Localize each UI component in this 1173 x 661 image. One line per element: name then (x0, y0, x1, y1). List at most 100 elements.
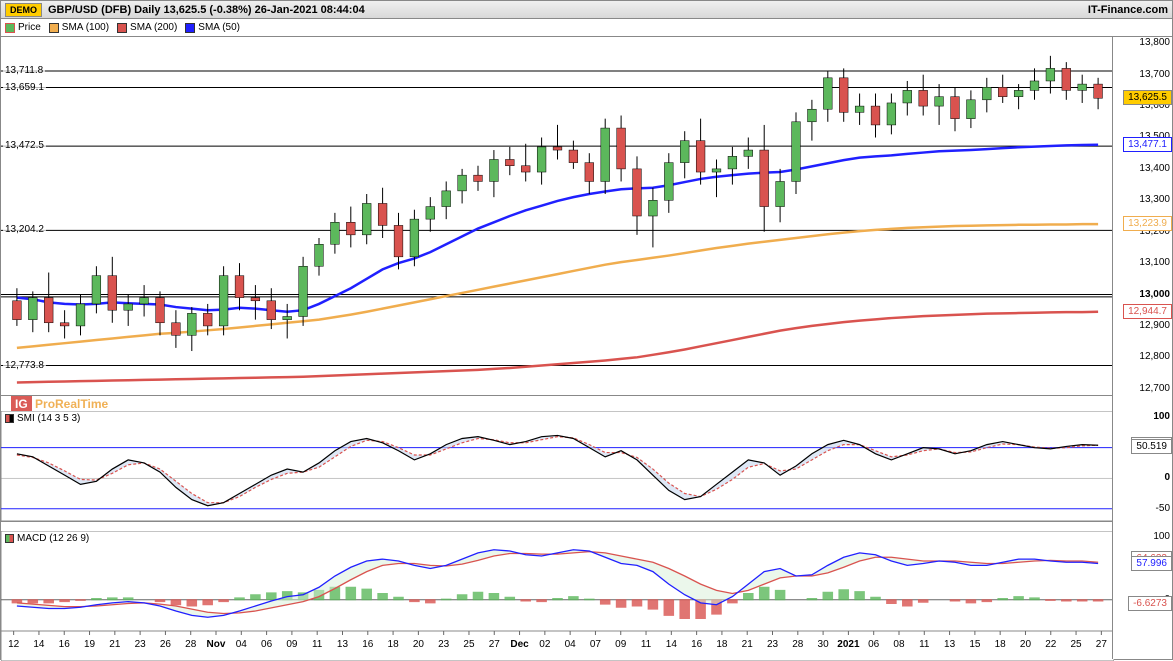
smi-label: SMI (14 3 5 3) (5, 413, 80, 424)
watermark-row: IG ProRealTime (1, 395, 1112, 411)
price-swatch (5, 23, 15, 33)
y-tick-label: 12,700 (1139, 383, 1170, 394)
svg-text:09: 09 (286, 639, 298, 650)
macd-label: MACD (12 26 9) (5, 533, 89, 544)
svg-text:Nov: Nov (207, 639, 226, 650)
y-tick-label: 13,400 (1139, 163, 1170, 174)
macd-swatch (5, 534, 14, 543)
smi-swatch (5, 414, 14, 423)
svg-text:13: 13 (944, 639, 956, 650)
prorealtime-text: ProRealTime (35, 397, 108, 411)
smi-panel[interactable]: SMI (14 3 5 3) (1, 411, 1112, 521)
price-hline-label: 12,773.8 (3, 360, 46, 371)
svg-text:21: 21 (742, 639, 754, 650)
svg-text:25: 25 (463, 639, 475, 650)
y-tick-label: 13,800 (1139, 37, 1170, 48)
price-hline-label: 13,204.2 (3, 224, 46, 235)
y-tick-label: 13,700 (1139, 69, 1170, 80)
macd-panel[interactable]: MACD (12 26 9) (1, 531, 1112, 631)
legend-sma100[interactable]: SMA (100) (49, 22, 109, 33)
svg-text:06: 06 (261, 639, 273, 650)
price-hline-label: 13,711.8 (3, 65, 45, 76)
svg-text:28: 28 (792, 639, 804, 650)
price-value-box: 13,625.5 (1123, 90, 1172, 105)
x-axis: 12 14 16 19 21 23 26 28 Nov 04 06 09 11 13 16 18 20 23 25 2… (1, 631, 1112, 661)
svg-text:02: 02 (539, 639, 551, 650)
svg-text:30: 30 (818, 639, 830, 650)
price-value-box: 13,223.9 (1123, 216, 1172, 231)
svg-text:25: 25 (1070, 639, 1082, 650)
svg-text:12: 12 (8, 639, 20, 650)
svg-text:2021: 2021 (837, 639, 860, 650)
svg-text:08: 08 (893, 639, 905, 650)
legend-sma200-label: SMA (200) (130, 22, 177, 33)
panel-divider (1, 521, 1112, 531)
price-panel[interactable]: 13,711.8 13,659.1 13,472.5 13,204.2 12,773.8 (1, 37, 1112, 395)
svg-text:11: 11 (641, 639, 652, 650)
header-bar: DEMO GBP/USD (DFB) Daily 13,625.5 (-0.38… (1, 1, 1172, 19)
chart-title: GBP/USD (DFB) Daily 13,625.5 (-0.38%) 26… (48, 4, 365, 16)
svg-text:16: 16 (59, 639, 71, 650)
svg-text:16: 16 (362, 639, 374, 650)
svg-text:11: 11 (312, 639, 323, 650)
svg-text:04: 04 (565, 639, 577, 650)
y-tick-label: 12,800 (1139, 351, 1170, 362)
svg-text:26: 26 (160, 639, 172, 650)
svg-text:18: 18 (995, 639, 1007, 650)
svg-text:Dec: Dec (510, 639, 529, 650)
svg-text:22: 22 (1045, 639, 1057, 650)
svg-text:04: 04 (236, 639, 248, 650)
svg-text:28: 28 (185, 639, 197, 650)
price-hline-label: 13,472.5 (3, 140, 46, 151)
svg-text:15: 15 (969, 639, 981, 650)
y-tick-label: 13,100 (1139, 257, 1170, 268)
svg-text:18: 18 (388, 639, 400, 650)
svg-text:21: 21 (109, 639, 121, 650)
svg-text:18: 18 (716, 639, 728, 650)
legend-price[interactable]: Price (5, 22, 41, 33)
sma50-swatch (185, 23, 195, 33)
svg-text:06: 06 (868, 639, 880, 650)
svg-text:23: 23 (767, 639, 779, 650)
chart-container: DEMO GBP/USD (DFB) Daily 13,625.5 (-0.38… (0, 0, 1173, 660)
svg-text:13: 13 (337, 639, 349, 650)
smi-label-text: SMI (14 3 5 3) (17, 413, 80, 424)
svg-text:20: 20 (1020, 639, 1032, 650)
y-tick-label: 12,900 (1139, 320, 1170, 331)
macd-label-text: MACD (12 26 9) (17, 533, 89, 544)
legend-price-label: Price (18, 22, 41, 33)
sma100-swatch (49, 23, 59, 33)
price-chart-svg (1, 37, 1114, 395)
price-value-box: 13,477.1 (1123, 137, 1172, 152)
svg-text:14: 14 (666, 639, 678, 650)
smi-chart-svg (1, 411, 1114, 521)
svg-text:07: 07 (590, 639, 602, 650)
legend-sma50[interactable]: SMA (50) (185, 22, 240, 33)
sma200-swatch (117, 23, 127, 33)
price-value-box: 12,944.7 (1123, 304, 1172, 319)
svg-text:27: 27 (489, 639, 501, 650)
svg-text:23: 23 (135, 639, 147, 650)
legend-sma50-label: SMA (50) (198, 22, 240, 33)
svg-text:23: 23 (438, 639, 450, 650)
right-y-axis: 12,70012,80012,90013,00013,10013,20013,3… (1112, 37, 1172, 659)
y-tick-label: 13,000 (1139, 289, 1170, 300)
macd-chart-svg (1, 531, 1114, 631)
legend-sma100-label: SMA (100) (62, 22, 109, 33)
ig-badge: IG ProRealTime (5, 396, 114, 412)
svg-text:19: 19 (84, 639, 96, 650)
legend-sma200[interactable]: SMA (200) (117, 22, 177, 33)
svg-text:27: 27 (1096, 639, 1108, 650)
demo-badge: DEMO (5, 3, 42, 17)
svg-text:14: 14 (33, 639, 45, 650)
svg-text:09: 09 (615, 639, 627, 650)
svg-text:11: 11 (919, 639, 930, 650)
svg-text:20: 20 (413, 639, 425, 650)
source-label: IT-Finance.com (1088, 4, 1168, 16)
svg-text:16: 16 (691, 639, 703, 650)
x-axis-svg: 12 14 16 19 21 23 26 28 Nov 04 06 09 11 13 16 18 20 23 25 2… (1, 631, 1114, 661)
legend-row: Price SMA (100) SMA (200) SMA (50) (1, 19, 1172, 37)
ig-text: IG (11, 396, 32, 412)
price-hline-label: 13,659.1 (3, 82, 46, 93)
y-tick-label: 13,300 (1139, 194, 1170, 205)
